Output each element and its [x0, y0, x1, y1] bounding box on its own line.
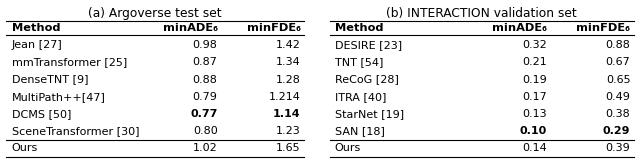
Text: 1.214: 1.214	[269, 92, 301, 102]
Text: 1.23: 1.23	[276, 126, 301, 136]
Text: Jean [27]: Jean [27]	[12, 40, 62, 50]
Text: 1.42: 1.42	[276, 40, 301, 50]
Text: 1.28: 1.28	[276, 75, 301, 84]
Text: mmTransformer [25]: mmTransformer [25]	[12, 57, 127, 67]
Text: 0.13: 0.13	[523, 109, 547, 119]
Text: Method: Method	[12, 23, 60, 33]
Text: 0.79: 0.79	[193, 92, 218, 102]
Text: minFDE₆: minFDE₆	[247, 23, 301, 33]
Text: 0.98: 0.98	[193, 40, 218, 50]
Text: Ours: Ours	[12, 144, 38, 153]
Text: 0.17: 0.17	[522, 92, 547, 102]
Text: 0.77: 0.77	[190, 109, 218, 119]
Text: 0.38: 0.38	[605, 109, 630, 119]
Text: 1.02: 1.02	[193, 144, 218, 153]
Text: 0.49: 0.49	[605, 92, 630, 102]
Text: Ours: Ours	[335, 144, 361, 153]
Text: 0.21: 0.21	[522, 57, 547, 67]
Text: 0.19: 0.19	[522, 75, 547, 84]
Text: 1.14: 1.14	[273, 109, 301, 119]
Text: 0.14: 0.14	[522, 144, 547, 153]
Text: Method: Method	[335, 23, 383, 33]
Text: 0.67: 0.67	[605, 57, 630, 67]
Text: 0.88: 0.88	[605, 40, 630, 50]
Text: minADE₆: minADE₆	[492, 23, 547, 33]
Text: 1.65: 1.65	[276, 144, 301, 153]
Text: 0.32: 0.32	[522, 40, 547, 50]
Text: 0.87: 0.87	[193, 57, 218, 67]
Text: TNT [54]: TNT [54]	[335, 57, 383, 67]
Text: ITRA [40]: ITRA [40]	[335, 92, 386, 102]
Text: MultiPath++[47]: MultiPath++[47]	[12, 92, 106, 102]
Text: (b) INTERACTION validation set: (b) INTERACTION validation set	[386, 7, 577, 20]
Text: DESIRE [23]: DESIRE [23]	[335, 40, 402, 50]
Text: SceneTransformer [30]: SceneTransformer [30]	[12, 126, 139, 136]
Text: ReCoG [28]: ReCoG [28]	[335, 75, 399, 84]
Text: minADE₆: minADE₆	[163, 23, 218, 33]
Text: SAN [18]: SAN [18]	[335, 126, 385, 136]
Text: (a) Argoverse test set: (a) Argoverse test set	[88, 7, 222, 20]
Text: DCMS [50]: DCMS [50]	[12, 109, 71, 119]
Text: 0.39: 0.39	[605, 144, 630, 153]
Text: 0.29: 0.29	[603, 126, 630, 136]
Text: 0.88: 0.88	[193, 75, 218, 84]
Text: DenseTNT [9]: DenseTNT [9]	[12, 75, 88, 84]
Text: 0.10: 0.10	[520, 126, 547, 136]
Text: 0.65: 0.65	[606, 75, 630, 84]
Text: 1.34: 1.34	[276, 57, 301, 67]
Text: 0.80: 0.80	[193, 126, 218, 136]
Text: minFDE₆: minFDE₆	[577, 23, 630, 33]
Text: StarNet [19]: StarNet [19]	[335, 109, 404, 119]
